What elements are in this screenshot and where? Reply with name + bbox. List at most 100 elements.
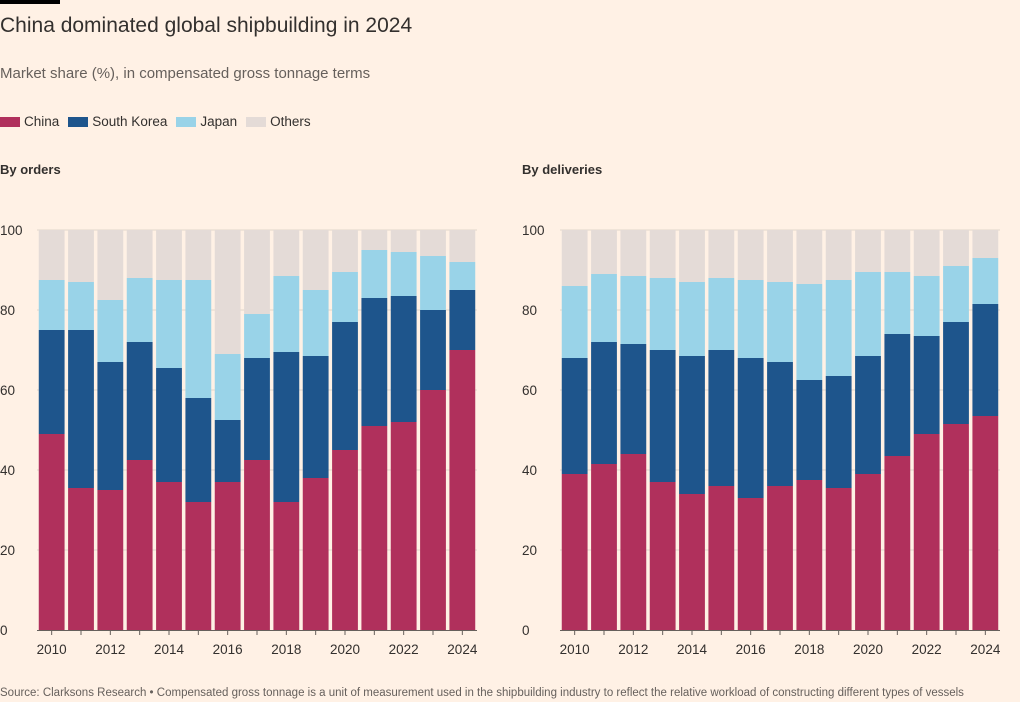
bar-japan-2016 [737,280,764,358]
bar-china-2016 [214,482,241,630]
chart-panel-orders: 0 20 40 60 80 100 2010 2012 2014 2016 2018 2020 2022… [0,223,478,657]
bar-others-2019 [825,230,852,280]
legend-item-south-korea: South Korea [68,114,167,129]
y-tick-label: 0 [0,623,8,638]
bar-china-2010 [561,474,588,630]
legend-item-china: China [0,114,59,129]
legend-label-south-korea: South Korea [92,114,168,129]
bar-china-2022 [390,422,417,630]
bar-china-2022 [913,434,940,630]
bar-south-korea-2016 [737,358,764,498]
bar-japan-2010 [561,286,588,358]
y-tick-label: 60 [0,383,15,398]
bar-south-korea-2012 [620,344,647,454]
bar-others-2023 [943,230,969,266]
x-tick-label: 2018 [794,642,824,657]
bar-china-2023 [943,424,969,630]
bar-south-korea-2010 [561,358,588,474]
y-tick-label: 40 [0,463,15,478]
bar-china-2021 [361,426,388,630]
x-tick-label: 2010 [560,642,590,657]
bar-china-2021 [884,456,911,630]
bar-japan-2013 [126,278,153,342]
bar-south-korea-2019 [302,356,329,478]
bar-others-2014 [679,230,705,282]
bar-japan-2023 [943,266,969,322]
bar-others-2016 [737,230,764,280]
bar-south-korea-2013 [649,350,676,482]
chart-title: China dominated global shipbuilding in 2… [0,14,413,37]
bar-south-korea-2017 [767,362,793,486]
bar-others-2024 [449,230,476,262]
bar-japan-2014 [679,282,705,356]
chart-panel-deliveries: 0 20 40 60 80 100 2010 2012 2014 2016 2018 2020 2022… [522,223,1001,657]
bar-south-korea-2022 [913,336,940,434]
bar-china-2015 [185,502,212,630]
bar-china-2016 [737,498,764,630]
bar-others-2022 [390,230,417,252]
bar-others-2024 [972,230,999,258]
legend-swatch-south-korea [68,116,89,127]
x-tick-label: 2024 [447,642,478,657]
y-tick-label: 100 [0,223,23,238]
bar-south-korea-2011 [68,330,94,488]
legend-label-japan: Japan [200,114,238,129]
bar-japan-2017 [767,282,793,362]
bar-south-korea-2021 [884,334,911,456]
bar-china-2018 [273,502,300,630]
bar-others-2014 [156,230,182,280]
bar-others-2015 [708,230,735,278]
chart-subtitle: Market share (%), in compensated gross t… [0,65,371,82]
bar-china-2023 [420,390,446,630]
bar-china-2019 [825,488,852,630]
bar-others-2018 [796,230,823,284]
bar-japan-2018 [273,276,300,352]
bar-china-2012 [97,490,124,630]
bar-others-2017 [767,230,793,282]
bar-japan-2022 [390,252,417,296]
bar-japan-2012 [620,276,647,344]
x-tick-label: 2018 [271,642,301,657]
bar-south-korea-2015 [708,350,735,486]
legend-label-others: Others [270,114,311,129]
bar-south-korea-2023 [943,322,969,424]
bar-others-2013 [649,230,676,278]
bar-china-2011 [591,464,617,630]
x-tick-label: 2022 [912,642,942,657]
bar-south-korea-2016 [214,420,241,482]
bar-others-2020 [855,230,881,272]
x-tick-label: 2014 [154,642,185,657]
x-tick-label: 2020 [330,642,360,657]
bar-japan-2023 [420,256,446,310]
panel-title-orders: By orders [0,162,61,177]
bar-south-korea-2020 [332,322,358,450]
bar-south-korea-2019 [825,376,852,488]
y-tick-label: 80 [522,303,537,318]
bar-japan-2017 [244,314,270,358]
x-tick-label: 2016 [213,642,243,657]
bar-others-2011 [68,230,94,282]
legend-item-japan: Japan [176,114,237,129]
bar-south-korea-2021 [361,298,388,426]
bar-japan-2019 [302,290,329,356]
bar-china-2010 [38,434,65,630]
bar-south-korea-2022 [390,296,417,422]
x-tick-label: 2012 [95,642,125,657]
bar-china-2017 [244,460,270,630]
legend-swatch-others [246,116,267,127]
x-tick-label: 2016 [736,642,766,657]
bar-japan-2020 [332,272,358,322]
bar-china-2012 [620,454,647,630]
bar-south-korea-2012 [97,362,124,490]
bar-china-2018 [796,480,823,630]
bar-south-korea-2011 [591,342,617,464]
bar-others-2012 [620,230,647,276]
legend-item-others: Others [246,114,311,129]
bar-japan-2016 [214,354,241,420]
bar-others-2010 [38,230,65,280]
bar-others-2017 [244,230,270,314]
y-tick-label: 20 [522,543,537,558]
bar-japan-2021 [884,272,911,334]
bar-japan-2024 [449,262,476,290]
